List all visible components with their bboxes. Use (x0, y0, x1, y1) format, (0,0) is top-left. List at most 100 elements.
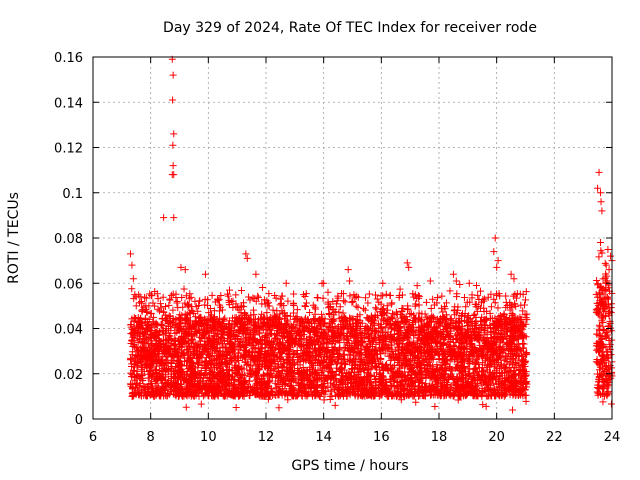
data-point (259, 283, 267, 291)
data-point (477, 287, 485, 295)
data-point (340, 297, 348, 305)
data-point (352, 302, 360, 310)
data-point (413, 282, 421, 290)
data-point (177, 325, 185, 333)
data-point (162, 302, 170, 310)
data-point (494, 304, 502, 312)
data-point (214, 339, 222, 347)
data-point (429, 295, 437, 303)
data-point (453, 360, 461, 368)
data-point (489, 379, 497, 387)
data-point (505, 364, 513, 372)
data-point (180, 285, 188, 293)
data-point (517, 301, 525, 309)
data-point (356, 323, 364, 331)
data-point (189, 335, 197, 343)
data-point (464, 358, 472, 366)
data-point (245, 382, 253, 390)
data-point (184, 349, 192, 357)
data-point (143, 383, 151, 391)
data-point (165, 301, 173, 309)
data-point (471, 310, 479, 318)
data-point (456, 281, 464, 289)
data-point (379, 304, 387, 312)
data-point (195, 360, 203, 368)
data-point (259, 370, 267, 378)
data-point (306, 309, 314, 317)
data-point (127, 369, 135, 377)
data-point (238, 374, 246, 382)
data-point (242, 311, 250, 319)
data-point (475, 360, 483, 368)
data-point (491, 299, 499, 307)
data-point (174, 304, 182, 312)
data-point (483, 361, 491, 369)
data-point (293, 329, 301, 337)
data-point (245, 336, 253, 344)
data-point (284, 297, 292, 305)
data-point (145, 315, 153, 323)
data-point (220, 315, 228, 323)
data-point (422, 298, 430, 306)
data-point (173, 299, 181, 307)
data-point (154, 305, 162, 313)
data-point (286, 312, 294, 320)
data-point (386, 291, 394, 299)
data-point (465, 321, 473, 329)
data-point (482, 402, 490, 410)
data-point (290, 290, 298, 298)
data-point (429, 362, 437, 370)
data-point (146, 290, 154, 298)
data-point (276, 353, 284, 361)
data-point (522, 397, 530, 405)
data-point (169, 290, 177, 298)
data-point (446, 287, 454, 295)
data-point (156, 307, 164, 315)
data-point (269, 306, 277, 314)
data-point (131, 376, 139, 384)
data-point (348, 327, 356, 335)
data-point (372, 291, 380, 299)
data-point (264, 299, 272, 307)
data-point (391, 355, 399, 363)
data-point (301, 303, 309, 311)
data-point (358, 329, 366, 337)
data-point (128, 285, 136, 293)
data-point (280, 302, 288, 310)
data-point (522, 371, 530, 379)
data-point (501, 332, 509, 340)
data-point (325, 310, 333, 318)
data-point (313, 294, 321, 302)
data-point (141, 293, 149, 301)
data-point (425, 318, 433, 326)
data-point (465, 354, 473, 362)
data-point (460, 293, 468, 301)
data-point (329, 298, 337, 306)
data-point (335, 354, 343, 362)
data-point (433, 361, 441, 369)
data-point (265, 371, 273, 379)
data-point (445, 374, 453, 382)
data-point (465, 353, 473, 361)
data-point (397, 396, 405, 404)
data-point (406, 310, 414, 318)
data-point (500, 363, 508, 371)
data-point (407, 309, 415, 317)
data-point (391, 387, 399, 395)
data-point (346, 321, 354, 329)
data-point (329, 316, 337, 324)
data-point (412, 398, 420, 406)
data-point (396, 351, 404, 359)
data-point (499, 338, 507, 346)
data-point (361, 306, 369, 314)
data-point (479, 401, 487, 409)
data-point (149, 299, 157, 307)
data-point (387, 300, 395, 308)
data-point (437, 304, 445, 312)
data-point (320, 396, 328, 404)
data-point (463, 298, 471, 306)
data-point (502, 292, 510, 300)
data-point (513, 290, 521, 298)
data-point (484, 293, 492, 301)
